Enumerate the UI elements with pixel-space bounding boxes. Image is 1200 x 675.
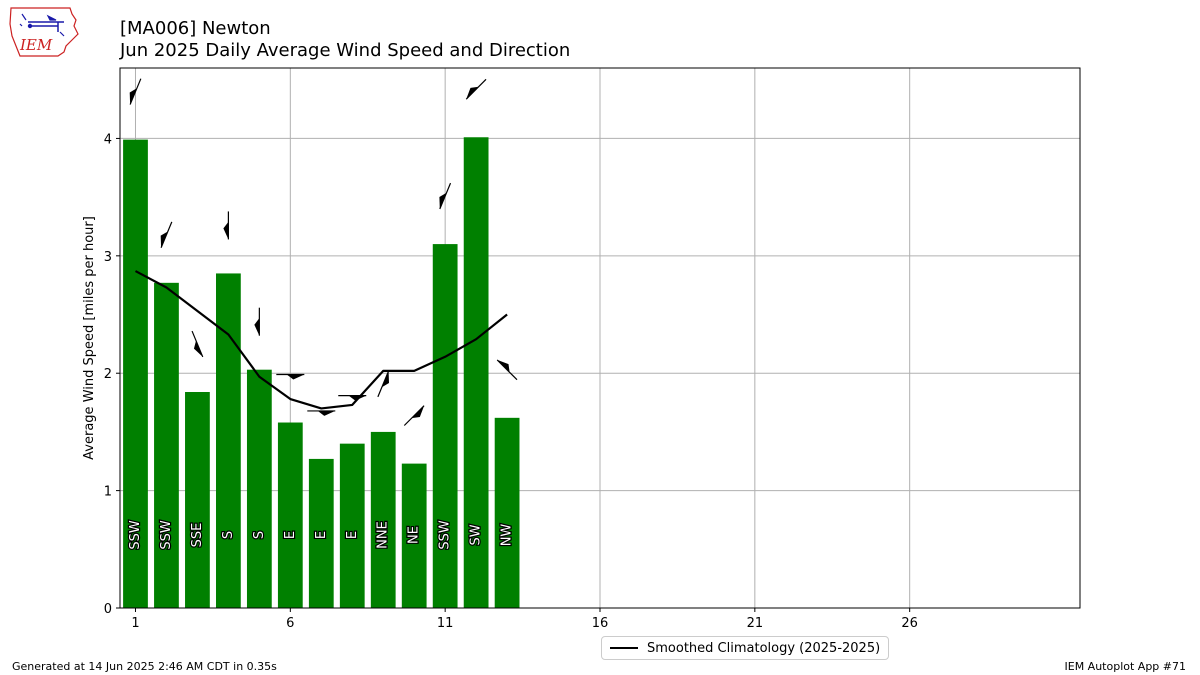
chart-title-block: [MA006] Newton Jun 2025 Daily Average Wi…	[120, 18, 570, 62]
wind-speed-bar	[494, 417, 520, 608]
climatology-legend-swatch	[610, 647, 638, 649]
arrow-staff	[496, 359, 518, 381]
x-tick-label: 11	[437, 616, 454, 631]
iem-logo: IEM	[9, 7, 79, 57]
direction-label: SSW	[128, 520, 143, 550]
arrow-flag	[348, 395, 367, 401]
arrow-staff	[377, 370, 390, 398]
arrow-flag	[439, 192, 447, 210]
y-tick-label: 1	[104, 485, 112, 500]
app-credit: IEM Autoplot App #71	[1064, 660, 1187, 673]
x-tick-label: 21	[747, 616, 764, 631]
wind-speed-bar	[432, 244, 458, 608]
arrow-flag	[223, 221, 229, 240]
arrow-flag	[286, 374, 305, 380]
arrow-flag	[497, 359, 510, 373]
wind-speed-bar	[123, 139, 148, 608]
x-tick-label: 6	[286, 616, 294, 631]
wind-direction-arrow	[307, 410, 336, 416]
wind-direction-arrow	[496, 359, 518, 381]
direction-label: NE	[407, 526, 422, 544]
chart-subtitle: Jun 2025 Daily Average Wind Speed and Di…	[120, 40, 571, 61]
y-axis-label: Average Wind Speed [miles per hour]	[82, 216, 97, 460]
wind-speed-bar	[246, 369, 272, 608]
wind-direction-arrow	[338, 395, 367, 401]
arrow-flag	[317, 410, 336, 416]
wind-direction-arrow	[223, 211, 229, 240]
direction-label: SSW	[438, 520, 453, 550]
arrow-flag	[411, 405, 425, 419]
direction-label: E	[345, 531, 360, 539]
climatology-legend-label: Smoothed Climatology (2025-2025)	[647, 640, 881, 656]
arrow-flag	[129, 88, 137, 105]
wind-speed-bar	[216, 273, 241, 608]
direction-label: NW	[500, 524, 515, 547]
wind-direction-arrow-layer	[129, 78, 518, 426]
wind-direction-arrow	[377, 370, 390, 398]
climatology-layer	[134, 270, 508, 410]
climatology-line	[134, 270, 508, 410]
direction-label: S	[221, 531, 236, 539]
x-tick-label: 1	[131, 616, 139, 631]
arrow-staff	[129, 78, 142, 105]
wind-direction-arrow	[403, 405, 425, 426]
logo-text: IEM	[19, 36, 53, 54]
arrow-flag	[381, 370, 389, 388]
y-tick-label: 3	[104, 250, 112, 265]
arrow-staff	[403, 405, 425, 426]
wind-direction-arrow	[465, 78, 487, 100]
arrow-flag	[466, 86, 479, 100]
wind-direction-arrow	[160, 221, 173, 248]
arrow-flag	[193, 340, 203, 357]
wind-speed-bar	[154, 282, 179, 608]
generated-timestamp: Generated at 14 Jun 2025 2:46 AM CDT in …	[12, 660, 277, 673]
bar-layer	[123, 137, 520, 608]
wind-direction-arrow	[129, 78, 142, 105]
direction-label: S	[252, 531, 267, 539]
direction-label: E	[314, 531, 329, 539]
arrow-staff	[160, 221, 173, 248]
wind-speed-bar	[308, 458, 334, 608]
direction-label: E	[283, 531, 298, 539]
arrow-staff	[465, 78, 487, 100]
wind-speed-bar	[339, 443, 365, 608]
arrow-staff	[191, 330, 204, 358]
plot-frame	[119, 67, 1081, 609]
wind-speed-bar	[185, 392, 210, 608]
direction-label: SSW	[159, 520, 174, 550]
arrow-flag	[254, 318, 260, 336]
x-tick-label: 26	[901, 616, 918, 631]
direction-label-layer: SSW SSW SSE S S E E E NNE NE SSW SW NW	[127, 519, 516, 551]
direction-label: SW	[469, 524, 484, 545]
direction-label: NNE	[376, 521, 391, 549]
x-tick-label: 16	[592, 616, 609, 631]
chart-title: [MA006] Newton	[120, 18, 271, 39]
wind-speed-bar	[277, 422, 303, 608]
wind-direction-arrow	[254, 307, 260, 336]
wind-speed-bar	[401, 463, 427, 608]
wind-speed-bar	[463, 137, 489, 608]
grid-layer	[120, 68, 1080, 609]
arrow-staff	[439, 182, 452, 210]
chart-legend: Smoothed Climatology (2025-2025)	[601, 636, 890, 660]
wind-direction-arrow	[276, 373, 305, 380]
y-tick-label: 2	[104, 367, 112, 382]
wind-speed-bar	[370, 431, 396, 608]
arrow-flag	[160, 231, 168, 248]
y-tick-label: 4	[104, 132, 112, 147]
wind-direction-arrow	[191, 330, 204, 358]
y-tick-label: 0	[104, 602, 112, 617]
wind-direction-arrow	[439, 182, 452, 210]
direction-label: SSE	[190, 523, 205, 548]
